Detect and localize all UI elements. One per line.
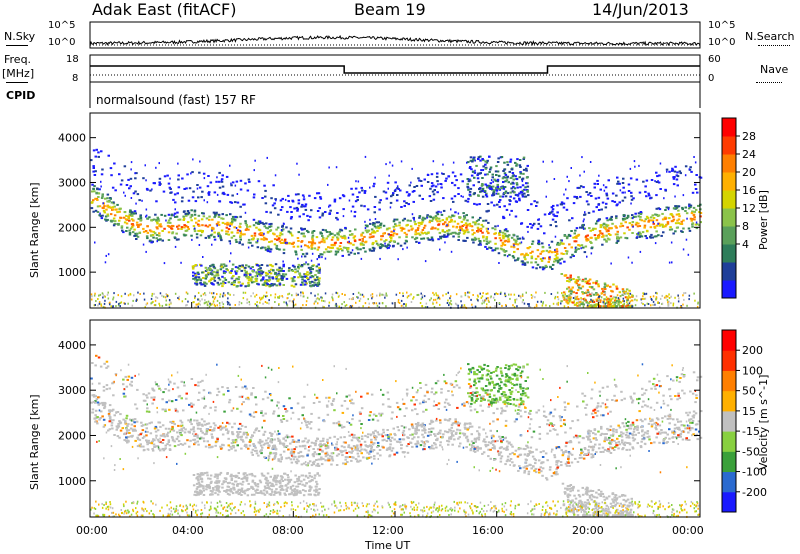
velocity-colorbar-swatch <box>722 330 736 351</box>
power-colorbar-tick-label: 12 <box>742 202 756 215</box>
x-axis-label: Time UT <box>365 539 411 552</box>
velocity-colorbar-tick-label: 200 <box>742 344 763 357</box>
velocity-panel-frame <box>89 319 701 518</box>
power-ytick-label: 1000 <box>58 266 86 279</box>
velocity-colorbar-tick-label: -100 <box>742 466 767 479</box>
power-colorbar-tick-label: 24 <box>742 148 756 161</box>
velocity-colorbar-swatch <box>722 350 736 371</box>
station-title: Adak East (fitACF) <box>92 0 237 19</box>
velocity-ytick-label: 4000 <box>58 339 86 352</box>
power-colorbar-swatch <box>722 154 736 173</box>
power-colorbar-swatch <box>722 244 736 263</box>
xtick-6: 00:00 <box>672 524 704 537</box>
power-colorbar-swatch <box>722 136 736 155</box>
freq-panel-frame <box>89 54 701 83</box>
xtick-2: 08:00 <box>272 524 304 537</box>
cpid-text: normalsound (fast) 157 RF <box>96 93 256 107</box>
velocity-ytick-label: 2000 <box>58 429 86 442</box>
power-colorbar-swatch <box>722 280 736 299</box>
power-colorbar-tick-label: 8 <box>742 220 749 233</box>
freq-unit-label: [MHz] <box>2 67 35 80</box>
xtick-5: 20:00 <box>572 524 604 537</box>
power-ytick-label: 4000 <box>58 132 86 145</box>
freq-tick-bottom: 8 <box>72 73 79 84</box>
velocity-colorbar-frame <box>721 329 737 513</box>
velocity-ytick-label: 1000 <box>58 475 86 488</box>
power-ytick-label: 2000 <box>58 221 86 234</box>
freq-series <box>90 65 700 74</box>
nsky-label: N.Sky <box>4 30 36 43</box>
nsearch-label: N.Search <box>745 30 795 43</box>
nave-label: Nave <box>760 63 789 76</box>
velocity-colorbar-tick-label: -15 <box>742 425 760 438</box>
nave-tick-bottom: 0 <box>708 73 715 84</box>
power-colorbar-tick-label: 4 <box>742 238 749 251</box>
freq-legend-line <box>6 82 28 83</box>
power-ytick-label: 3000 <box>58 176 86 189</box>
velocity-colorbar-swatch <box>722 390 736 412</box>
power-colorbar-swatch <box>722 208 736 227</box>
velocity-colorbar-swatch <box>722 431 736 452</box>
nave-legend-line <box>756 82 782 83</box>
nsky-series <box>89 34 701 47</box>
power-panel-frame <box>89 112 701 309</box>
velocity-colorbar-swatch <box>722 491 736 513</box>
power-colorbar-swatch <box>722 118 736 137</box>
power-colorbar-swatch <box>722 190 736 209</box>
velocity-colorbar-tick-label: -50 <box>742 445 760 458</box>
velocity-colorbar-tick-label: 15 <box>742 405 756 418</box>
velocity-ytick-label: 3000 <box>58 384 86 397</box>
velocity-colorbar-label: Velocity [m s^-1] <box>757 374 770 470</box>
power-colorbar-tick-label: 20 <box>742 166 756 179</box>
nsearch-tick-bottom: 10^0 <box>708 37 736 48</box>
cpid-label: CPID <box>6 89 36 102</box>
nave-tick-top: 60 <box>708 54 721 65</box>
power-colorbar-swatch <box>722 262 736 281</box>
velocity-colorbar-swatch <box>722 451 736 473</box>
nsearch-tick-top: 10^5 <box>708 20 736 31</box>
power-scatter <box>90 148 703 309</box>
power-ylabel: Slant Range [km] <box>28 182 41 278</box>
velocity-scatter <box>90 354 703 519</box>
velocity-ylabel: Slant Range [km] <box>28 394 41 490</box>
freq-label: Freq. <box>4 53 32 66</box>
nsearch-legend-line <box>758 45 790 46</box>
freq-tick-top: 18 <box>66 54 79 65</box>
xtick-4: 16:00 <box>472 524 504 537</box>
velocity-colorbar-swatch <box>722 370 736 392</box>
velocity-colorbar-tick-label: 100 <box>742 364 763 377</box>
power-colorbar-label: Power [dB] <box>757 190 770 250</box>
xtick-1: 04:00 <box>172 524 204 537</box>
power-colorbar-tick-label: 28 <box>742 130 756 143</box>
nsky-tick-top: 10^5 <box>48 20 76 31</box>
nsky-panel-frame <box>89 21 701 49</box>
nsky-legend-line <box>6 45 28 46</box>
velocity-colorbar-swatch <box>722 471 736 493</box>
nsky-tick-bottom: 10^0 <box>48 37 76 48</box>
velocity-colorbar-tick-label: -200 <box>742 486 767 499</box>
date-title: 14/Jun/2013 <box>592 0 689 19</box>
power-colorbar-swatch <box>722 226 736 245</box>
velocity-colorbar-tick-label: 50 <box>742 385 756 398</box>
power-colorbar-tick-label: 16 <box>742 184 756 197</box>
xtick-0: 00:00 <box>76 524 108 537</box>
beam-title: Beam 19 <box>354 0 426 19</box>
power-colorbar-swatch <box>722 172 736 191</box>
xtick-3: 12:00 <box>372 524 404 537</box>
velocity-colorbar-swatch <box>722 410 736 432</box>
